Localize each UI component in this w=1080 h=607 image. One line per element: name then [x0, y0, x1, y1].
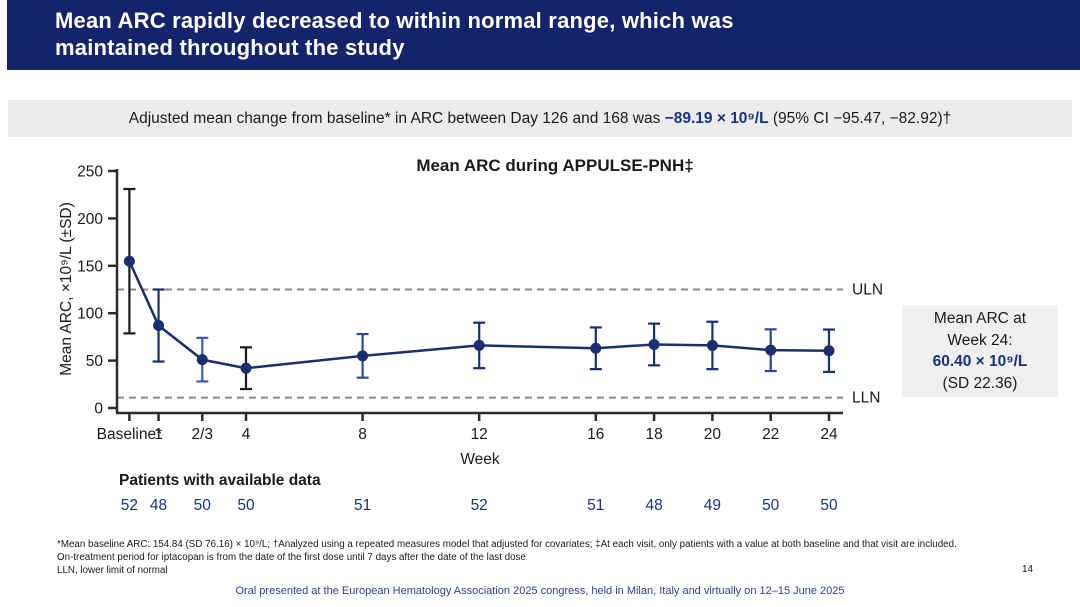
x-tick-label: 18 [645, 426, 662, 443]
patients-count: 49 [704, 497, 721, 514]
patients-count: 50 [762, 497, 780, 514]
data-point [473, 339, 485, 351]
subtitle-highlight-value: −89.19 × 10⁹/L [664, 110, 769, 127]
footnote-line2: On-treatment period for iptacopan is fro… [57, 552, 526, 564]
y-tick-label: 150 [77, 258, 103, 275]
patients-label: Patients with available data [119, 472, 321, 489]
week24-box-value: 60.40 × 10⁹/L [932, 353, 1028, 370]
y-tick-label: 100 [77, 306, 103, 323]
patients-count: 50 [194, 497, 212, 514]
x-tick-label: 2/3 [191, 426, 213, 443]
data-point [648, 338, 660, 350]
chart-title: Mean ARC during APPULSE-PNH‡ [416, 156, 693, 175]
arc-line-chart: Mean ARC during APPULSE-PNH‡ ULN LLN 0 50 100… [58, 156, 883, 514]
y-tick-label: 50 [86, 353, 104, 370]
footnote-line1: *Mean baseline ARC: 154.84 (SD 76.16) × … [57, 539, 957, 550]
week24-box-line2: Week 24: [947, 331, 1013, 349]
page-number: 14 [1022, 564, 1034, 575]
patients-count: 50 [820, 497, 838, 514]
x-tick-label: 20 [704, 426, 722, 443]
data-point [823, 345, 835, 357]
slide-title-line1: Mean ARC rapidly decreased to within nor… [55, 8, 734, 33]
x-tick-label: 16 [587, 426, 604, 443]
week24-annotation-box: Mean ARC at Week 24: 60.40 × 10⁹/L (SD 2… [902, 305, 1058, 397]
lln-label: LLN [852, 390, 880, 407]
data-point [357, 350, 369, 362]
patients-count: 50 [237, 497, 255, 514]
patients-count: 52 [471, 497, 488, 514]
week24-box-line1: Mean ARC at [933, 310, 1027, 327]
data-point [590, 342, 602, 354]
x-tick-label: 24 [820, 426, 838, 443]
data-point [153, 320, 165, 332]
data-point [196, 354, 208, 366]
footnotes: *Mean baseline ARC: 154.84 (SD 76.16) × … [57, 538, 1040, 577]
slide-title-line2: maintained throughout the study [55, 35, 405, 60]
title-bar: Mean ARC rapidly decreased to within nor… [7, 0, 1080, 70]
data-point [706, 339, 718, 351]
y-axis-title: Mean ARC, ×10⁹/L (±SD) [58, 202, 75, 376]
data-point [123, 255, 135, 267]
data-point [765, 344, 777, 356]
x-tick-label: 1 [154, 426, 163, 443]
y-tick-label: 250 [77, 164, 103, 181]
subtitle-banner: Adjusted mean change from baseline* in A… [8, 100, 1072, 137]
x-tick-label: Baseline* [97, 426, 163, 443]
uln-label: ULN [852, 282, 883, 299]
data-point [240, 362, 252, 374]
footnote-line3: LLN, lower limit of normal [57, 565, 168, 577]
subtitle-text: Adjusted mean change from baseline* in A… [128, 110, 665, 127]
x-tick-label: 22 [762, 426, 779, 443]
x-tick-label: 4 [242, 426, 251, 443]
x-tick-label: 8 [358, 426, 367, 443]
patients-count: 48 [645, 497, 662, 514]
y-tick-label: 200 [77, 211, 103, 228]
x-axis-title: Week [460, 451, 500, 468]
week24-box-sd: (SD 22.36) [942, 374, 1018, 392]
footer-citation: Oral presented at the European Hematolog… [235, 585, 845, 597]
patients-count: 51 [587, 497, 604, 514]
subtitle-ci-text: (95% CI −95.47, −82.92)† [768, 110, 952, 127]
patients-count: 52 [121, 497, 138, 514]
patients-count: 48 [150, 497, 167, 514]
patients-count: 51 [354, 497, 371, 514]
x-tick-label: 12 [471, 426, 488, 443]
y-tick-label: 0 [94, 401, 103, 418]
